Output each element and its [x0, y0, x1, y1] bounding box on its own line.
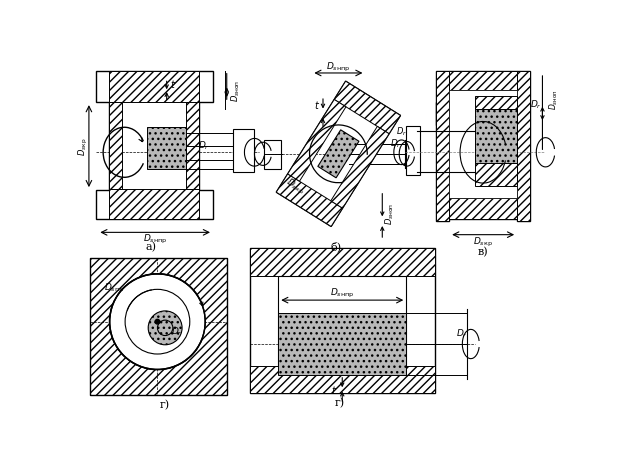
Bar — [233, 130, 255, 172]
Polygon shape — [287, 100, 346, 182]
Bar — [436, 71, 449, 221]
Bar — [449, 71, 517, 91]
Text: в): в) — [478, 246, 489, 257]
Text: $D_{s\rm кр}$: $D_{s\rm кр}$ — [283, 176, 306, 197]
Text: а): а) — [146, 242, 157, 252]
Bar — [109, 103, 122, 190]
Polygon shape — [96, 71, 213, 220]
Bar — [278, 313, 406, 375]
Text: $D_{s\rm кр}$: $D_{s\rm кр}$ — [473, 236, 493, 248]
Text: $D_r$: $D_r$ — [197, 139, 210, 152]
Text: г): г) — [335, 398, 345, 408]
Polygon shape — [276, 175, 343, 227]
Text: $t$: $t$ — [170, 78, 176, 90]
Bar — [250, 248, 435, 393]
Bar — [449, 199, 517, 220]
Polygon shape — [334, 82, 401, 134]
Bar — [475, 110, 517, 164]
Bar — [449, 91, 517, 199]
Bar — [449, 71, 517, 103]
Polygon shape — [331, 127, 389, 209]
Circle shape — [110, 274, 205, 369]
Text: $D_r$: $D_r$ — [456, 327, 467, 340]
Bar — [109, 190, 199, 220]
Text: $D_r$: $D_r$ — [390, 136, 402, 149]
Bar — [250, 366, 435, 393]
Polygon shape — [276, 82, 401, 227]
Text: $D_{s\rm нпр}$: $D_{s\rm нпр}$ — [143, 233, 167, 246]
Bar — [436, 71, 449, 221]
Bar — [186, 103, 199, 190]
Bar — [250, 248, 435, 277]
Text: $D_{s\rm кр}$: $D_{s\rm кр}$ — [77, 137, 90, 156]
Bar — [449, 198, 517, 220]
Bar — [109, 71, 199, 103]
Bar — [475, 164, 517, 187]
Circle shape — [155, 320, 159, 324]
Bar — [475, 97, 517, 110]
Text: $D_{s\rm нпр}$: $D_{s\rm нпр}$ — [326, 61, 350, 73]
Bar — [278, 277, 406, 366]
Text: $D_r$: $D_r$ — [530, 98, 542, 111]
Text: $D_{s\rm пл}$: $D_{s\rm пл}$ — [104, 280, 124, 293]
Text: $D_{s\rm нoп}$: $D_{s\rm нoп}$ — [230, 80, 242, 102]
Bar — [406, 127, 420, 176]
Bar — [147, 127, 186, 170]
Bar — [517, 71, 530, 221]
Text: $D_{s\rm нoп}$: $D_{s\rm нoп}$ — [384, 202, 396, 225]
Text: $t$: $t$ — [314, 99, 320, 111]
Circle shape — [148, 311, 182, 345]
Text: $D_r$: $D_r$ — [171, 325, 183, 338]
Bar — [436, 103, 449, 125]
Text: $t$: $t$ — [332, 383, 338, 395]
Text: б): б) — [331, 241, 341, 252]
Polygon shape — [318, 131, 359, 178]
Text: $D_r$: $D_r$ — [396, 125, 407, 138]
Bar — [517, 71, 530, 221]
Text: $D_{s\rm нпр}$: $D_{s\rm нпр}$ — [330, 286, 354, 299]
Bar — [264, 141, 282, 170]
Bar — [89, 258, 227, 395]
Text: г): г) — [160, 399, 170, 410]
Text: $D_{s\rm нoп}$: $D_{s\rm нoп}$ — [548, 89, 560, 109]
Bar — [89, 258, 227, 395]
